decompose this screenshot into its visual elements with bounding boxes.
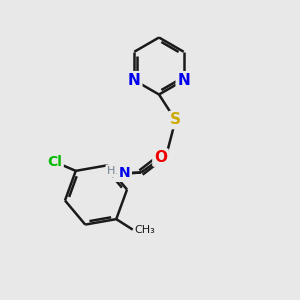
Text: H: H — [111, 167, 120, 181]
Text: N: N — [177, 73, 190, 88]
Text: N: N — [119, 167, 130, 180]
Text: O: O — [154, 150, 167, 165]
Text: S: S — [170, 112, 181, 128]
Text: H: H — [107, 166, 115, 176]
Text: Cl: Cl — [47, 155, 62, 169]
Text: N: N — [128, 73, 141, 88]
Text: CH₃: CH₃ — [134, 225, 155, 235]
